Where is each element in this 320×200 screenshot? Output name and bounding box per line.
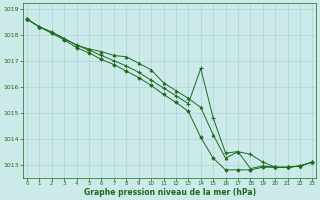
X-axis label: Graphe pression niveau de la mer (hPa): Graphe pression niveau de la mer (hPa) <box>84 188 256 197</box>
